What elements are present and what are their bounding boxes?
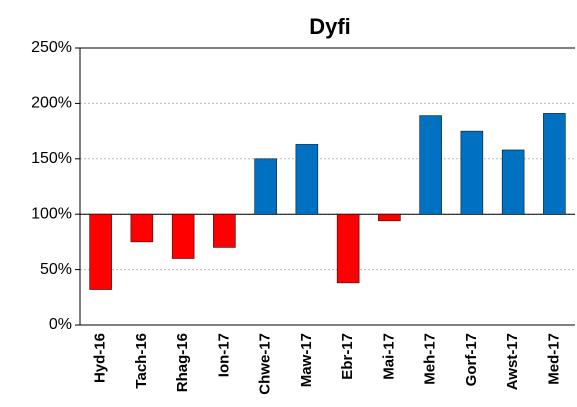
x-tick-label: Ion-17	[215, 333, 232, 377]
y-tick-label: 50%	[40, 261, 72, 278]
x-tick-label: Meh-17	[422, 333, 439, 385]
x-tick-label: Tach-16	[133, 333, 150, 389]
bar	[254, 158, 277, 215]
y-tick-label: 200%	[31, 95, 72, 112]
bar	[460, 130, 484, 215]
bar	[543, 113, 566, 215]
chart-title: Dyfi	[309, 14, 351, 39]
x-tick-label: Maw-17	[298, 333, 315, 387]
bar	[89, 213, 112, 290]
x-tick-label: Hyd-16	[92, 333, 109, 383]
x-tick-label: Rhag-16	[174, 333, 191, 392]
x-tick-label: Mai-17	[380, 333, 397, 380]
y-tick-label: 0%	[49, 316, 72, 333]
y-tick-label: 100%	[31, 205, 72, 222]
bar	[213, 213, 236, 248]
bar	[419, 115, 442, 215]
bar	[501, 149, 525, 215]
bar	[130, 213, 154, 243]
bar	[171, 213, 195, 259]
x-tick-label: Awst-17	[504, 333, 521, 390]
y-tick-label: 250%	[31, 39, 72, 56]
y-tick-label: 150%	[31, 150, 72, 167]
bar	[295, 144, 319, 215]
x-tick-label: Chwe-17	[257, 333, 274, 395]
bar	[336, 213, 360, 284]
x-tick-label: Med-17	[545, 333, 562, 385]
x-tick-label: Gorf-17	[463, 333, 480, 386]
x-tick-label: Ebr-17	[339, 333, 356, 380]
bar	[378, 213, 401, 222]
